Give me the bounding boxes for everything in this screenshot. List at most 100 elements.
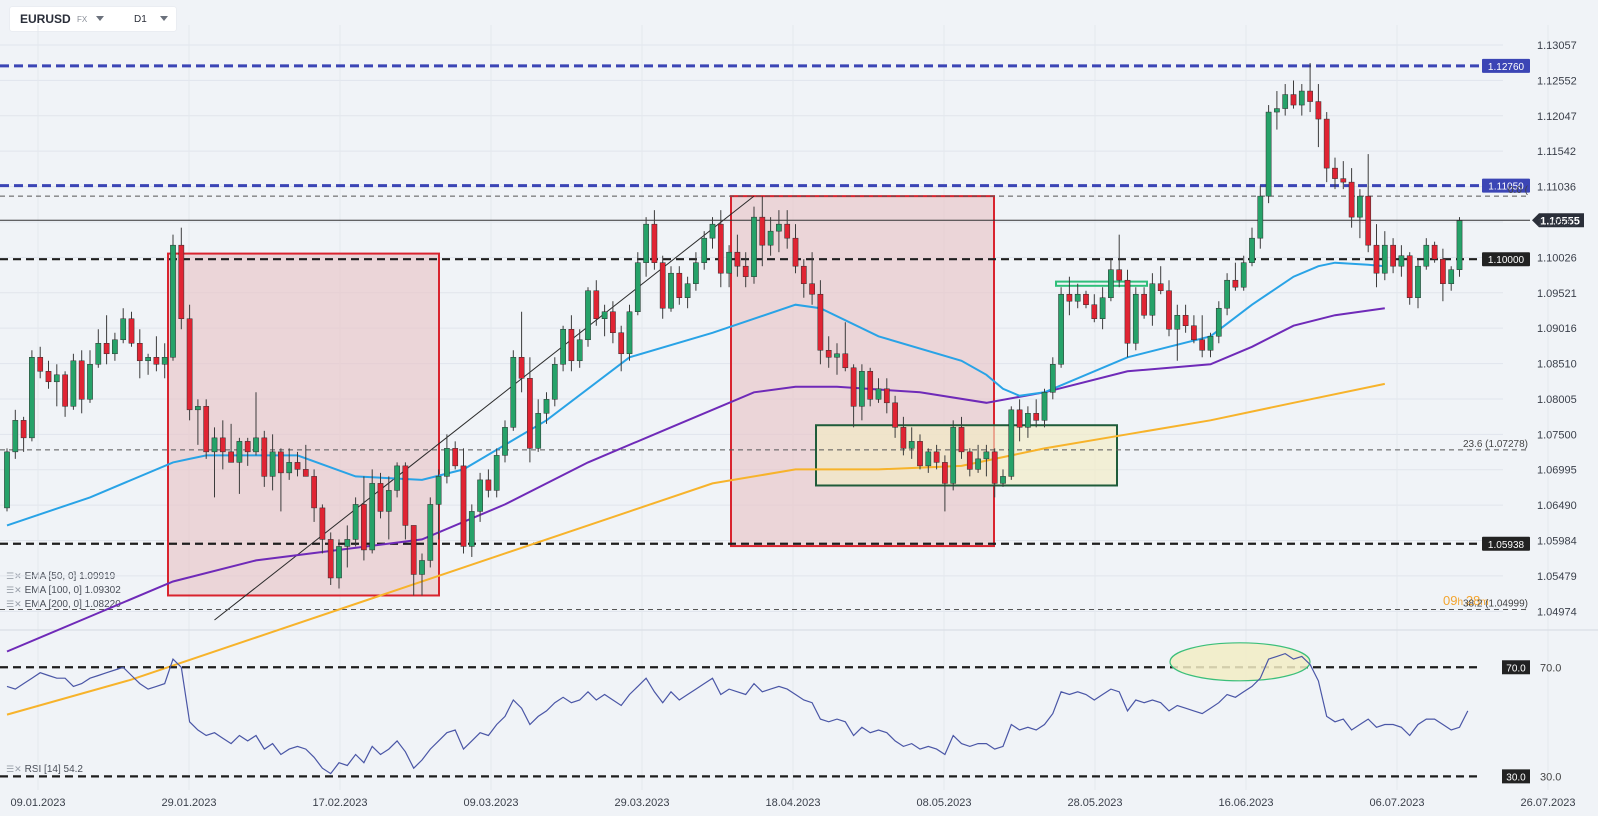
candle xyxy=(668,272,674,309)
candle xyxy=(136,343,143,362)
current-price-label: 1.10555 xyxy=(1540,215,1580,227)
legend-ema50-text: EMA [50, 0] 1.09919 xyxy=(24,571,116,582)
candle xyxy=(842,353,849,369)
candle xyxy=(1307,90,1313,102)
candle xyxy=(859,371,865,407)
settings-icon[interactable]: ☰✕ xyxy=(6,585,22,595)
symbol-dropdown-icon[interactable] xyxy=(96,16,104,21)
candle xyxy=(178,244,185,319)
candle xyxy=(568,329,575,362)
ema-lines xyxy=(6,261,1386,716)
candle xyxy=(1215,307,1222,337)
candle xyxy=(651,223,658,263)
symbol-name[interactable]: EURUSD xyxy=(20,12,71,26)
timeframe-dropdown-icon[interactable] xyxy=(160,16,168,21)
candle xyxy=(1099,297,1106,319)
candle xyxy=(684,283,691,298)
price-tick-label: 1.09016 xyxy=(1537,323,1577,335)
candle xyxy=(170,244,176,358)
level-badge xyxy=(1482,58,1530,73)
candle xyxy=(286,462,293,474)
candle xyxy=(1440,258,1446,284)
price-tick-label: 1.08005 xyxy=(1537,394,1577,406)
candle xyxy=(253,437,259,453)
candle xyxy=(78,360,85,400)
candle xyxy=(269,451,276,477)
symbol-market: FX xyxy=(77,15,88,24)
candle xyxy=(95,343,102,365)
candle xyxy=(4,451,10,509)
level-label: 1.12760 xyxy=(1488,62,1525,73)
candle xyxy=(1132,293,1139,344)
candle xyxy=(1199,339,1206,351)
legend-ema200[interactable]: ☰✕ EMA [200, 0] 1.08220 xyxy=(6,598,121,611)
candle xyxy=(1406,255,1413,298)
settings-icon[interactable]: ☰✕ xyxy=(6,764,22,774)
candle xyxy=(1025,413,1031,428)
candle xyxy=(427,504,434,561)
date-tick-label: 06.07.2023 xyxy=(1369,797,1424,809)
rsi-level-badge xyxy=(1502,769,1530,784)
candle xyxy=(1116,269,1123,281)
candle xyxy=(1456,220,1463,270)
candle xyxy=(278,451,284,474)
candle xyxy=(1016,409,1023,428)
ema50-line xyxy=(6,261,1385,527)
candle xyxy=(161,357,168,365)
candle xyxy=(145,357,151,362)
candle xyxy=(153,357,160,365)
level-badge xyxy=(1482,252,1530,267)
candle xyxy=(751,216,757,277)
candle xyxy=(12,420,19,453)
candle xyxy=(610,311,616,334)
candle xyxy=(1423,244,1430,267)
candle xyxy=(435,476,442,505)
price-tick-label: 1.09521 xyxy=(1537,288,1577,300)
candle xyxy=(29,357,35,439)
candle xyxy=(211,437,218,453)
settings-icon[interactable]: ☰✕ xyxy=(6,599,22,609)
candle xyxy=(311,476,317,509)
legend-rsi[interactable]: ☰✕ RSI [14] 54.2 xyxy=(6,763,83,776)
current-price-badge xyxy=(1532,213,1584,228)
date-tick-label: 26.07.2023 xyxy=(1520,797,1575,809)
candle xyxy=(1000,476,1006,484)
legend-ema100[interactable]: ☰✕ EMA [100, 0] 1.09302 xyxy=(6,584,121,597)
candle xyxy=(477,479,483,512)
date-tick-label: 17.02.2023 xyxy=(312,797,367,809)
candle xyxy=(419,560,425,575)
candles[interactable] xyxy=(4,63,1463,596)
candle xyxy=(344,539,351,547)
candle xyxy=(958,427,965,453)
candle xyxy=(510,357,517,428)
candle xyxy=(875,388,882,400)
candle xyxy=(1083,293,1089,305)
candle xyxy=(1357,195,1363,218)
rsi-axis-label: 70.0 xyxy=(1540,662,1561,674)
resistance-box xyxy=(1055,280,1148,287)
candle xyxy=(776,223,782,232)
candle xyxy=(186,318,193,411)
candle xyxy=(236,441,243,463)
candle xyxy=(892,402,898,428)
candle xyxy=(327,539,334,579)
candle xyxy=(966,451,973,470)
candle xyxy=(991,451,998,484)
candle xyxy=(1282,94,1289,109)
candle xyxy=(128,318,135,344)
price-tick-label: 1.06995 xyxy=(1537,465,1577,477)
legend-ema100-text: EMA [100, 0] 1.09302 xyxy=(24,585,121,596)
candle xyxy=(385,490,392,512)
candle xyxy=(1232,279,1239,288)
ema100-line xyxy=(6,307,1385,653)
candle xyxy=(103,343,110,355)
candle xyxy=(1091,304,1098,319)
legend-ema200-text: EMA [200, 0] 1.08220 xyxy=(24,599,121,610)
candle xyxy=(933,451,940,463)
rsi-level-badge-label: 70.0 xyxy=(1506,663,1526,674)
candle xyxy=(693,262,699,284)
candle xyxy=(1008,409,1015,477)
timeframe-label[interactable]: D1 xyxy=(134,14,147,25)
candle xyxy=(87,364,93,400)
